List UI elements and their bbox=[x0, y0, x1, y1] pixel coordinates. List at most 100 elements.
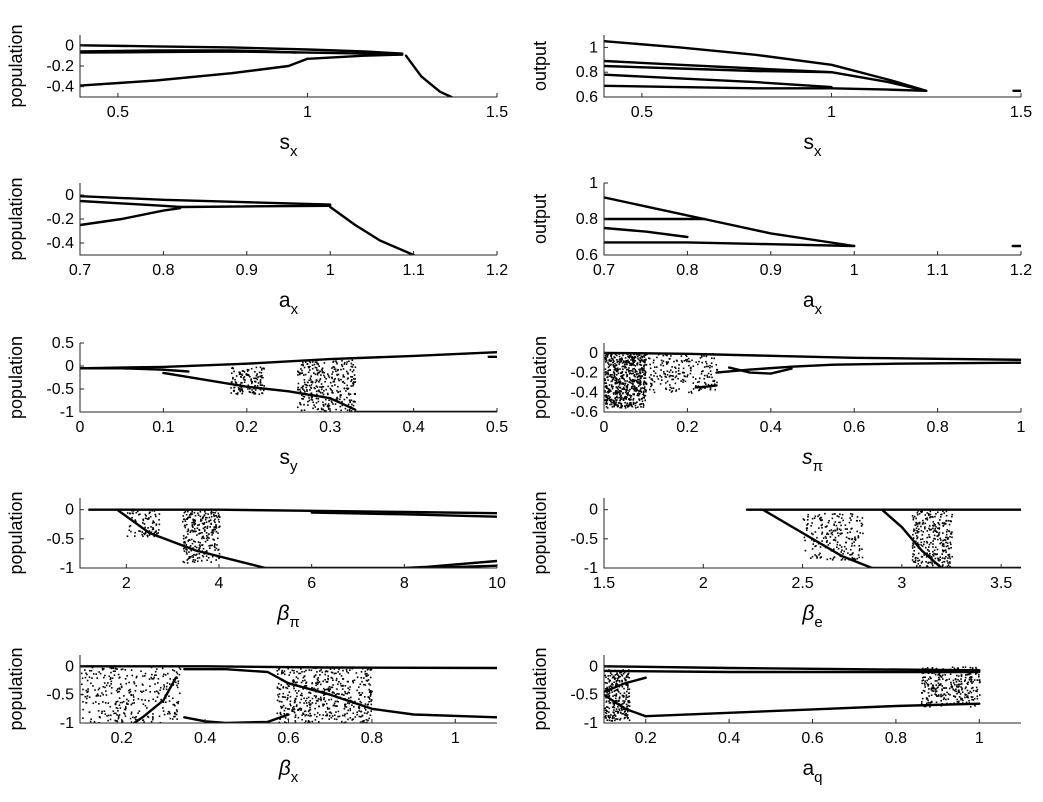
scatter-point bbox=[299, 672, 302, 675]
scatter-point bbox=[638, 398, 640, 400]
scatter-point bbox=[701, 370, 703, 373]
scatter-point bbox=[610, 684, 613, 686]
scatter-point bbox=[619, 358, 621, 360]
scatter-point bbox=[353, 374, 356, 376]
scatter-point bbox=[323, 409, 326, 412]
scatter-point bbox=[922, 521, 925, 524]
scatter-point bbox=[89, 720, 92, 723]
scatter-point bbox=[342, 380, 344, 383]
scatter-point bbox=[182, 535, 185, 537]
scatter-point bbox=[346, 670, 348, 673]
scatter-point bbox=[613, 714, 615, 717]
scatter-point bbox=[940, 693, 942, 696]
scatter-point bbox=[637, 373, 639, 375]
scatter-point bbox=[631, 356, 633, 359]
scatter-point bbox=[138, 525, 140, 527]
scatter-point bbox=[316, 408, 319, 411]
scatter-point bbox=[937, 674, 939, 676]
scatter-point bbox=[316, 379, 318, 382]
scatter-point bbox=[932, 685, 934, 687]
x-axis-label: sy bbox=[280, 446, 299, 475]
scatter-point bbox=[711, 365, 713, 368]
scatter-point bbox=[640, 387, 642, 389]
scatter-point bbox=[277, 696, 280, 698]
scatter-point bbox=[611, 691, 613, 693]
scatter-point bbox=[300, 668, 302, 670]
y-tick-label: 0 bbox=[65, 187, 74, 204]
scatter-point bbox=[190, 513, 192, 516]
scatter-point bbox=[616, 672, 618, 675]
scatter-point bbox=[630, 359, 632, 361]
scatter-point bbox=[969, 666, 972, 669]
scatter-point bbox=[89, 669, 91, 672]
scatter-point bbox=[198, 547, 201, 550]
scatter-point bbox=[277, 694, 279, 696]
scatter-point bbox=[247, 369, 250, 371]
scatter-point bbox=[969, 705, 972, 708]
scatter-point bbox=[138, 530, 140, 532]
scatter-point bbox=[619, 386, 621, 389]
scatter-point bbox=[323, 362, 326, 364]
scatter-point bbox=[636, 381, 638, 383]
scatter-point bbox=[300, 666, 303, 669]
scatter-point bbox=[935, 690, 938, 692]
scatter-point bbox=[621, 383, 623, 385]
x-tick-label: 0.1 bbox=[152, 419, 174, 436]
scatter-point bbox=[705, 360, 707, 363]
scatter-point bbox=[835, 524, 838, 527]
scatter-point bbox=[633, 374, 636, 376]
scatter-point bbox=[325, 388, 327, 391]
scatter-point bbox=[286, 713, 288, 715]
scatter-point bbox=[612, 378, 615, 380]
scatter-point bbox=[660, 364, 662, 366]
scatter-point bbox=[152, 526, 154, 529]
scatter-point bbox=[315, 702, 317, 705]
scatter-point bbox=[671, 390, 674, 392]
scatter-point bbox=[609, 688, 611, 690]
scatter-point bbox=[608, 669, 610, 671]
scatter-point bbox=[363, 705, 365, 707]
scatter-point bbox=[945, 555, 947, 558]
scatter-point bbox=[117, 715, 120, 717]
scatter-point bbox=[643, 381, 646, 383]
scatter-point bbox=[201, 554, 204, 557]
scatter-point bbox=[208, 545, 210, 547]
scatter-point bbox=[337, 368, 339, 371]
scatter-point bbox=[263, 368, 265, 370]
scatter-point bbox=[605, 405, 608, 408]
scatter-point bbox=[259, 388, 261, 390]
scatter-point bbox=[319, 370, 321, 372]
scatter-point bbox=[278, 721, 281, 723]
scatter-point bbox=[964, 676, 967, 679]
scatter-point bbox=[193, 528, 196, 530]
scatter-point bbox=[607, 714, 609, 717]
scatter-point bbox=[625, 694, 628, 696]
scatter-point bbox=[332, 403, 334, 405]
scatter-point bbox=[608, 690, 611, 693]
x-tick-label: 0.6 bbox=[843, 419, 865, 436]
scatter-point bbox=[935, 553, 937, 556]
scatter-point bbox=[611, 715, 614, 717]
scatter-point bbox=[626, 675, 628, 677]
scatter-point bbox=[351, 379, 353, 381]
scatter-point bbox=[618, 402, 621, 404]
scatter-point bbox=[293, 672, 295, 674]
scatter-point bbox=[335, 718, 338, 721]
scatter-point bbox=[306, 697, 308, 700]
scatter-point bbox=[233, 370, 235, 373]
scatter-point bbox=[353, 400, 356, 403]
scatter-point bbox=[926, 519, 929, 521]
scatter-point bbox=[92, 702, 95, 705]
scatter-point bbox=[914, 561, 917, 564]
scatter-point bbox=[292, 679, 295, 681]
scatter-point bbox=[620, 358, 622, 361]
scatter-point bbox=[142, 518, 144, 521]
scatter-point bbox=[131, 674, 134, 677]
scatter-point bbox=[958, 669, 960, 671]
scatter-point bbox=[618, 380, 620, 383]
scatter-point bbox=[289, 700, 292, 703]
scatter-point bbox=[970, 703, 972, 705]
scatter-point bbox=[834, 529, 837, 532]
scatter-point bbox=[692, 376, 694, 378]
scatter-point bbox=[613, 356, 615, 358]
